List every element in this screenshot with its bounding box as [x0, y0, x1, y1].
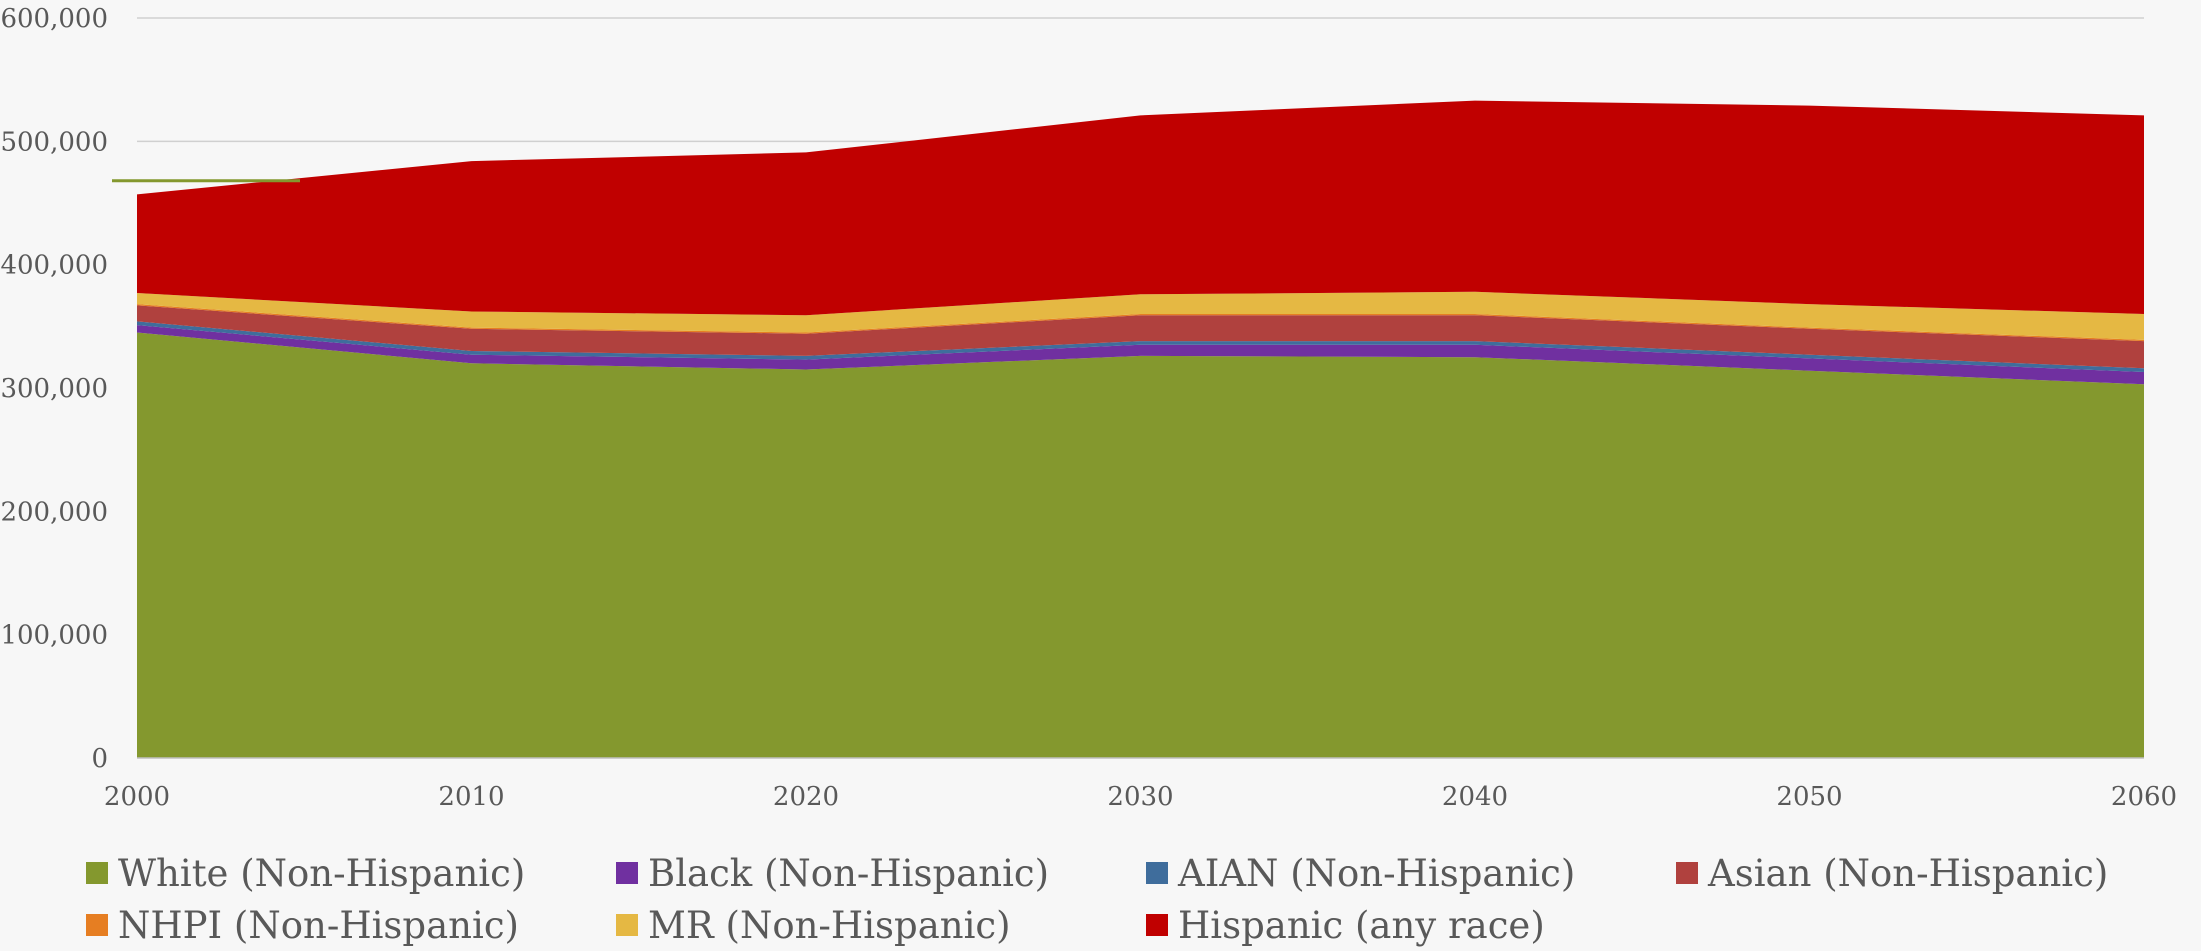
y-tick-labels: 0 100,000 200,000 300,000 400,000 500,000 600,…	[0, 4, 108, 774]
area-series-1	[137, 325, 2144, 385]
x-tick-label: 2000	[104, 782, 170, 812]
legend-label: NHPI (Non-Hispanic)	[118, 903, 519, 947]
legend-label: Black (Non-Hispanic)	[648, 851, 1050, 895]
area-series-5	[137, 291, 2144, 340]
legend: White (Non-Hispanic) Black (Non-Hispanic)…	[86, 850, 2166, 948]
legend-swatch	[1146, 914, 1168, 936]
y-tick-label: 0	[91, 744, 108, 774]
area-series-0	[137, 332, 2144, 758]
legend-label: AIAN (Non-Hispanic)	[1178, 851, 1576, 895]
legend-item: Hispanic (any race)	[1146, 902, 1676, 948]
legend-item: Asian (Non-Hispanic)	[1676, 850, 2201, 896]
legend-label: Asian (Non-Hispanic)	[1708, 851, 2109, 895]
legend-swatch	[86, 914, 108, 936]
y-tick-label: 600,000	[0, 4, 108, 34]
legend-item: White (Non-Hispanic)	[86, 850, 616, 896]
y-tick-label: 100,000	[0, 621, 108, 651]
area-series-6	[137, 100, 2144, 316]
x-tick-label: 2050	[1776, 782, 1842, 812]
series-areas	[137, 100, 2144, 758]
area-series-3	[137, 305, 2144, 369]
y-tick-label: 500,000	[0, 127, 108, 157]
legend-item: NHPI (Non-Hispanic)	[86, 902, 616, 948]
legend-label: Hispanic (any race)	[1178, 903, 1545, 947]
x-tick-label: 2010	[438, 782, 504, 812]
legend-item: Black (Non-Hispanic)	[616, 850, 1146, 896]
legend-swatch	[616, 862, 638, 884]
y-tick-label: 400,000	[0, 251, 108, 281]
legend-swatch	[1676, 862, 1698, 884]
legend-swatch	[86, 862, 108, 884]
x-tick-label: 2060	[2111, 782, 2177, 812]
x-tick-label: 2030	[1107, 782, 1173, 812]
y-tick-label: 300,000	[0, 374, 108, 404]
legend-label: MR (Non-Hispanic)	[648, 903, 1011, 947]
legend-item: MR (Non-Hispanic)	[616, 902, 1146, 948]
y-tick-label: 200,000	[0, 497, 108, 527]
x-tick-label: 2040	[1442, 782, 1508, 812]
legend-item: AIAN (Non-Hispanic)	[1146, 850, 1676, 896]
x-tick-labels: 2000 2010 2020 2030 2040 2050 2060	[104, 782, 2177, 812]
legend-swatch	[1146, 862, 1168, 884]
legend-swatch	[616, 914, 638, 936]
x-tick-label: 2020	[773, 782, 839, 812]
legend-label: White (Non-Hispanic)	[118, 851, 526, 895]
